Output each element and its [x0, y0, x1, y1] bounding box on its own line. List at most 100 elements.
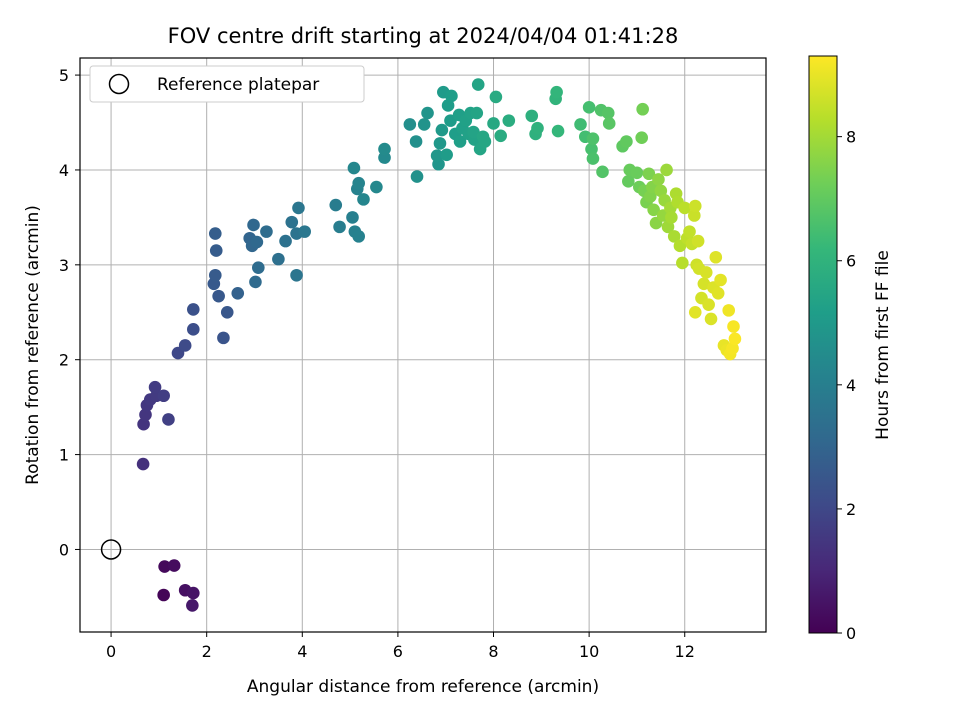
- data-point: [585, 142, 598, 156]
- data-point: [208, 268, 222, 282]
- data-point: [352, 230, 366, 243]
- colorbar-ticks: 0 2 4 6 8: [837, 128, 856, 643]
- data-point: [678, 201, 692, 215]
- data-point: [652, 173, 665, 186]
- data-point: [186, 323, 200, 336]
- data-point: [231, 286, 245, 300]
- x-tick-label: 0: [106, 642, 116, 661]
- data-point: [661, 220, 675, 234]
- x-tick-label: 2: [202, 642, 212, 661]
- data-point: [586, 132, 600, 145]
- x-tick-label: 10: [579, 642, 599, 661]
- legend-box: [89, 65, 365, 103]
- data-point: [378, 142, 391, 156]
- data-point: [285, 215, 299, 229]
- data-point: [298, 225, 311, 238]
- data-point: [478, 135, 492, 148]
- data-point: [162, 413, 175, 426]
- legend: Reference platepar: [89, 65, 365, 103]
- data-point: [467, 125, 480, 139]
- data-point: [346, 211, 359, 224]
- y-axis-label: Rotation from reference (arcmin): [23, 205, 43, 485]
- data-point: [209, 244, 223, 257]
- data-point: [704, 312, 718, 326]
- data-point: [157, 588, 170, 602]
- data-point: [148, 380, 162, 394]
- data-point: [441, 99, 455, 112]
- data-point: [137, 417, 150, 431]
- data-point: [676, 256, 689, 270]
- data-point: [502, 114, 516, 127]
- data-point: [644, 190, 657, 203]
- x-tick-label: 12: [675, 642, 695, 661]
- data-points: [136, 78, 742, 612]
- legend-marker-icon: [108, 73, 130, 95]
- chart-title: FOV centre drift starting at 2024/04/04 …: [168, 24, 679, 48]
- data-point: [551, 124, 565, 138]
- data-point: [249, 275, 262, 289]
- data-point: [370, 180, 383, 194]
- reference-platepar-point: [100, 539, 122, 560]
- data-point: [699, 266, 713, 279]
- data-point: [550, 85, 563, 99]
- data-point: [329, 198, 343, 212]
- y-tick-label: 5: [59, 66, 69, 85]
- data-point: [586, 152, 600, 165]
- data-point: [410, 170, 424, 183]
- data-point: [409, 135, 423, 148]
- data-point: [167, 559, 181, 572]
- data-point: [688, 305, 702, 319]
- data-point: [596, 165, 609, 179]
- data-point: [157, 389, 170, 403]
- data-point: [728, 332, 742, 346]
- data-point: [178, 339, 192, 352]
- data-point: [186, 586, 200, 600]
- data-point: [602, 117, 616, 130]
- data-point: [440, 148, 453, 162]
- data-point: [186, 599, 199, 612]
- legend-label: Reference platepar: [157, 75, 319, 95]
- data-point: [333, 220, 346, 234]
- data-point: [136, 457, 150, 471]
- data-point: [212, 289, 225, 303]
- data-point: [347, 161, 361, 175]
- data-point: [470, 106, 484, 120]
- data-point: [630, 166, 644, 180]
- data-point: [531, 121, 544, 135]
- data-point: [220, 305, 234, 319]
- data-point: [453, 135, 467, 148]
- data-point: [208, 227, 222, 240]
- data-point: [697, 277, 711, 291]
- reference-marker: [100, 539, 122, 560]
- data-point: [635, 131, 649, 144]
- y-tick-label: 3: [59, 256, 69, 275]
- data-point: [574, 118, 587, 131]
- data-point: [601, 106, 615, 120]
- colorbar-tick-label: 2: [846, 500, 856, 519]
- data-point: [250, 235, 264, 249]
- data-point: [186, 303, 200, 316]
- data-point: [272, 252, 285, 266]
- y-tick-label: 0: [59, 540, 69, 559]
- y-tick-label: 2: [59, 351, 69, 370]
- data-point: [494, 129, 507, 143]
- data-point: [702, 298, 715, 311]
- plot-frame: [79, 57, 767, 633]
- colorbar-tick-label: 4: [846, 376, 856, 395]
- data-point: [357, 193, 370, 206]
- data-point: [647, 203, 660, 217]
- x-axis-ticks: 0 2 4 6 8 10 12: [106, 632, 695, 661]
- data-point: [139, 408, 152, 422]
- data-point: [525, 109, 539, 123]
- data-point: [430, 149, 444, 163]
- data-point: [636, 102, 649, 116]
- data-point: [435, 123, 449, 137]
- x-tick-label: 4: [297, 642, 307, 661]
- data-point: [247, 218, 260, 232]
- data-point: [445, 89, 458, 103]
- data-point: [290, 268, 303, 282]
- colorbar-tick-label: 8: [846, 128, 856, 147]
- x-tick-label: 6: [393, 642, 403, 661]
- data-point: [642, 167, 656, 181]
